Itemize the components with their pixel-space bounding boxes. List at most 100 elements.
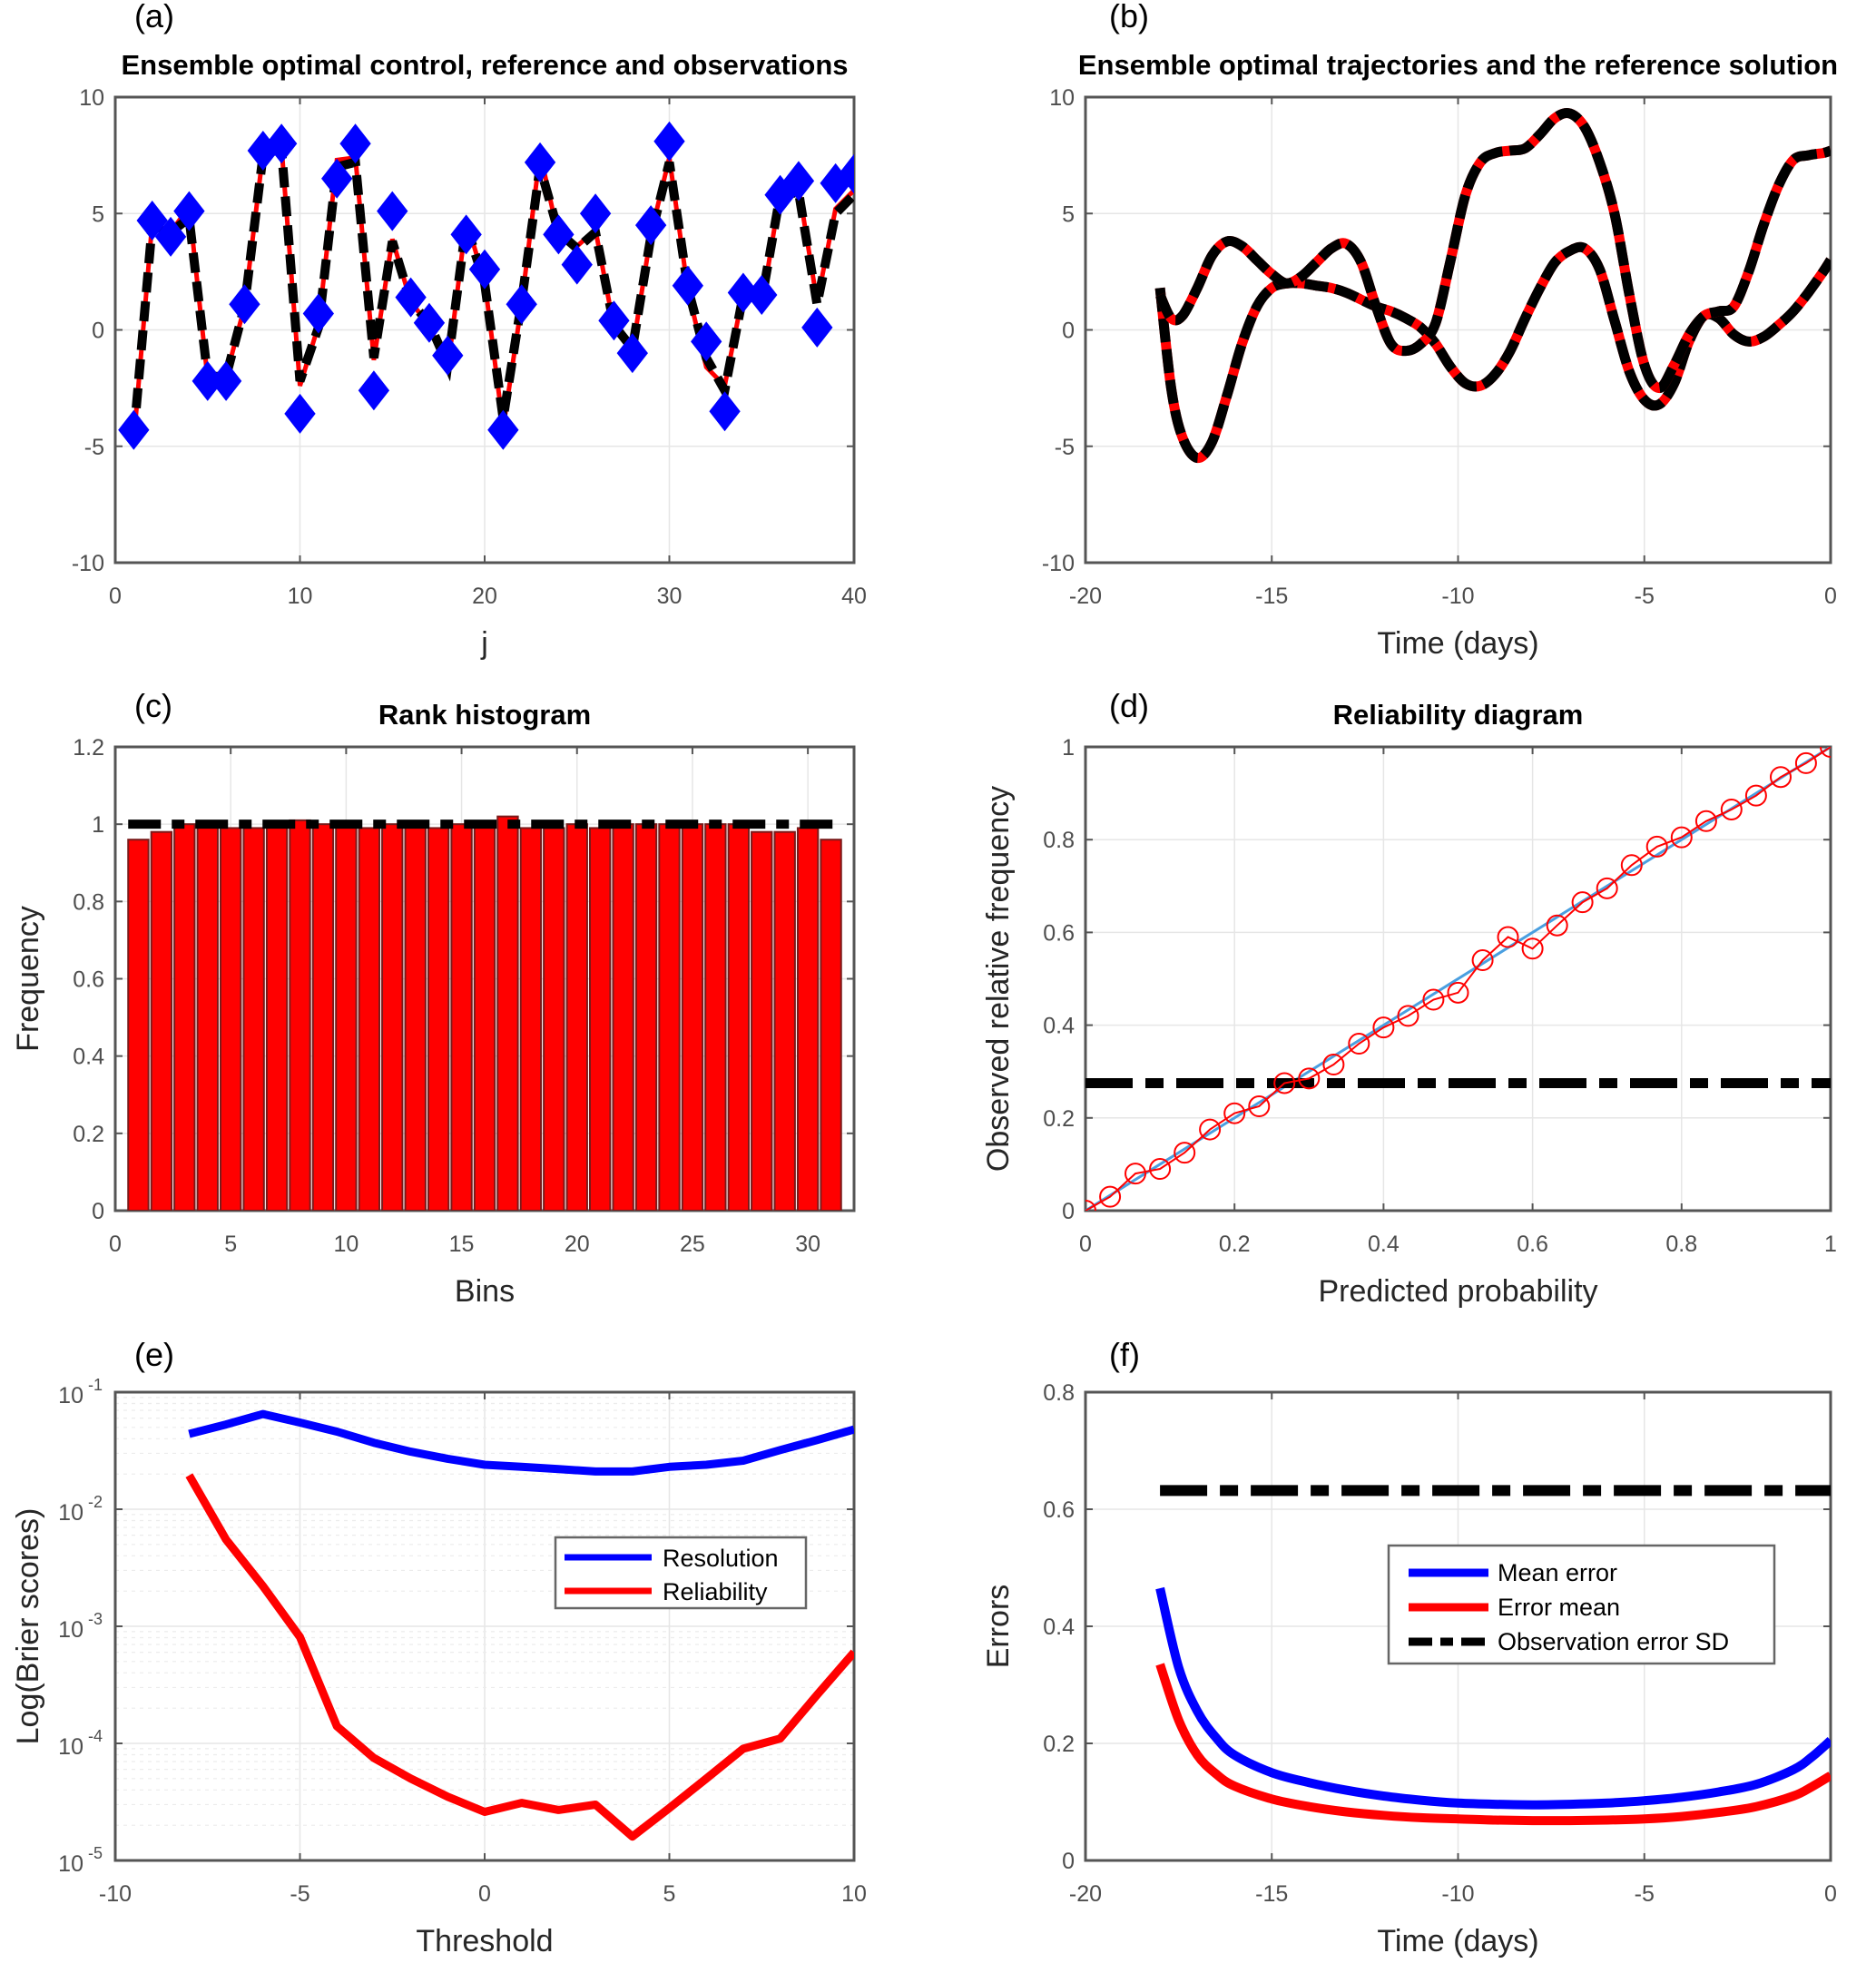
x-tick-label: -20 (1069, 584, 1102, 609)
plot-area (1085, 747, 1831, 1211)
x-tick-label: -10 (99, 1881, 132, 1907)
y-axis-label: Frequency (11, 906, 45, 1052)
observation-point (395, 277, 427, 318)
resolution-line (188, 1409, 854, 1476)
legend: Mean error Error mean Observation error SD (1387, 1544, 1776, 1665)
plot-area (1154, 107, 1831, 464)
x-tick-label: -5 (1635, 1881, 1655, 1907)
reliability-point (1744, 784, 1767, 807)
observation-point (801, 307, 833, 348)
observation-point (727, 272, 760, 313)
observation-point (284, 393, 316, 434)
x-axis-label: Bins (455, 1274, 515, 1309)
histogram-bar (427, 827, 450, 1211)
observation-point (524, 142, 556, 182)
y-tick-label: 0.8 (73, 889, 104, 915)
observation-point (210, 360, 242, 401)
x-tick-label: 20 (565, 1232, 590, 1257)
histogram-bar (543, 827, 565, 1211)
reference-line (129, 142, 854, 437)
x-tick-label: 0 (1079, 1232, 1092, 1257)
histogram-bar (242, 827, 265, 1211)
y-axis-label: Log(Brier scores) (11, 1508, 45, 1745)
histogram-bar (311, 823, 335, 1211)
observation-point (672, 265, 704, 306)
plot-area (127, 815, 842, 1211)
reliability-curve (1085, 747, 1831, 1211)
reliability-point (1372, 1016, 1395, 1039)
reference-trajectory-1 (1154, 241, 1831, 464)
observation-point (579, 193, 612, 234)
x-tick-label: 0.8 (1665, 1232, 1697, 1257)
x-tick-label: -10 (1441, 584, 1474, 609)
observation-point (265, 123, 298, 164)
histogram-bar (796, 827, 820, 1211)
x-tick-label: -15 (1255, 584, 1288, 609)
legend-label: Observation error SD (1498, 1628, 1729, 1655)
chart-title: Ensemble optimal control, reference and … (121, 49, 848, 81)
y-tick-label: 0 (1062, 1849, 1075, 1874)
ensemble-trajectory-1 (1154, 241, 1831, 464)
x-tick-label: 0.6 (1517, 1232, 1548, 1257)
reliability-point (1694, 810, 1717, 832)
y-tick-label: 0 (92, 1199, 104, 1224)
y-tick-label: 0.6 (1043, 920, 1075, 946)
y-tick-label: 0 (1062, 1199, 1075, 1224)
observation-point (321, 158, 353, 199)
y-axis-label: Errors (981, 1585, 1016, 1669)
reliability-point (1099, 1185, 1122, 1208)
y-tick-label: 0.2 (1043, 1106, 1075, 1132)
y-tick-label: 10 (79, 85, 104, 111)
histogram-bar (127, 839, 150, 1211)
x-axis-label: Threshold (416, 1924, 553, 1958)
x-tick-label: -5 (290, 1881, 309, 1907)
observation-point (561, 244, 593, 285)
y-tick-label: 0.6 (1043, 1497, 1075, 1523)
x-tick-label: 30 (795, 1232, 820, 1257)
histogram-bar (265, 823, 289, 1211)
observation-point (432, 335, 464, 376)
histogram-bar (565, 823, 588, 1211)
observation-point (634, 205, 667, 246)
reliability-point (1571, 891, 1594, 914)
observation-point (709, 391, 741, 432)
y-tick-label: 0.4 (1043, 1014, 1075, 1039)
reliability-point (1596, 877, 1618, 899)
x-tick-label: 25 (680, 1232, 705, 1257)
reference-trajectory-2 (1155, 107, 1831, 394)
histogram-bar (496, 815, 519, 1211)
panel-label: (b) (1109, 0, 1149, 34)
plot-area (118, 121, 854, 450)
chart-title: Ensemble optimal trajectories and the re… (1078, 49, 1838, 81)
histogram-bar (773, 830, 796, 1211)
reliability-point (1298, 1067, 1321, 1090)
reliability-point (1720, 798, 1743, 820)
legend-label: Mean error (1498, 1559, 1617, 1586)
observation-point (598, 300, 630, 341)
panel-d: 0 0.2 0.4 0.6 0.8 1 0 0.2 0.4 0.6 0.8 1 Reliability … (981, 687, 1837, 1309)
x-tick-label: -10 (1441, 1881, 1474, 1907)
chart-title: Reliability diagram (1333, 699, 1584, 731)
observation-point (782, 161, 815, 201)
reliability-point (1670, 826, 1693, 849)
panel-label: (a) (134, 0, 174, 34)
reliability-point (1273, 1072, 1296, 1094)
plot-frame (1084, 745, 1832, 1212)
x-tick-label: 5 (224, 1232, 237, 1257)
observation-point (468, 249, 501, 290)
y-tick-label: -10 (1042, 551, 1075, 576)
histogram-bar (588, 827, 612, 1211)
reliability-point (1521, 937, 1544, 960)
reliability-point (1397, 1005, 1419, 1027)
x-tick-label: 0.4 (1368, 1232, 1400, 1257)
reliability-point (1769, 766, 1792, 789)
histogram-bar (704, 823, 727, 1211)
observation-point (746, 275, 778, 316)
histogram-bar (450, 823, 473, 1211)
error-mean-line (1155, 1663, 1831, 1826)
observation-point (653, 121, 685, 162)
x-axis-label: Predicted probability (1318, 1274, 1597, 1309)
x-tick-label: 30 (657, 584, 683, 609)
y-tick-label: 0.6 (73, 967, 104, 993)
observation-point (377, 191, 408, 231)
